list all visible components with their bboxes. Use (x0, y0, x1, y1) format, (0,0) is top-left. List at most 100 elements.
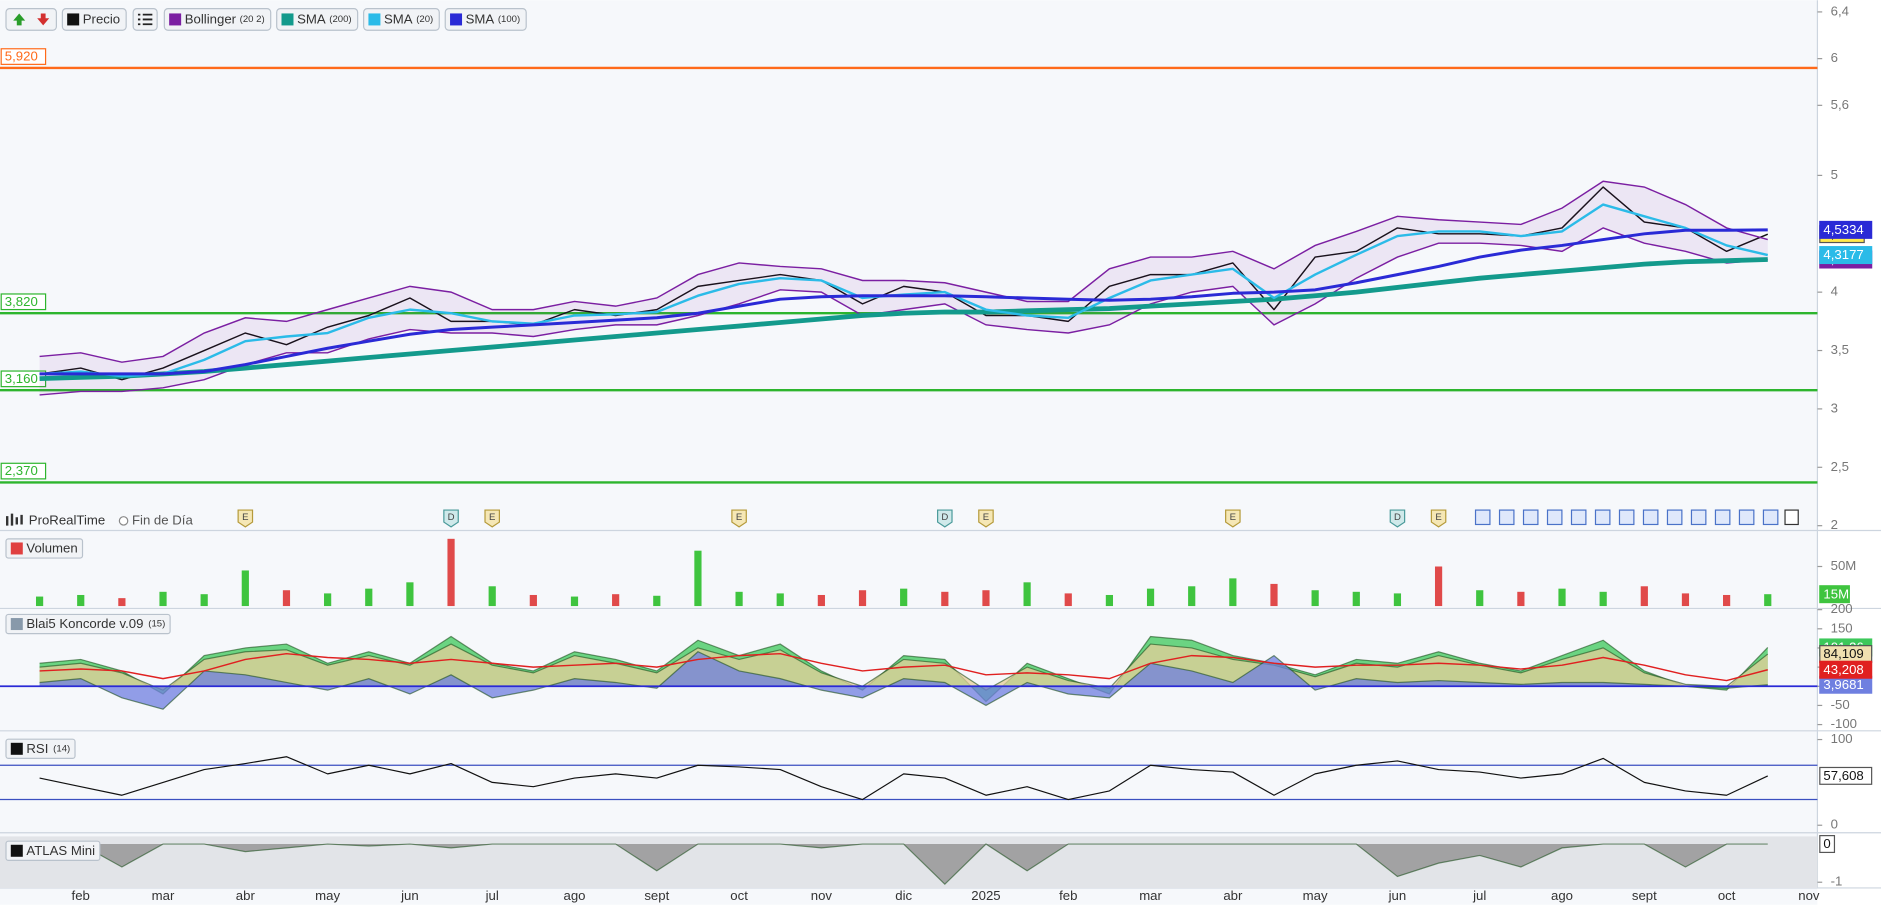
last-value-label: 0 (1823, 836, 1830, 851)
legend-item[interactable] (163, 8, 272, 31)
event-icon (1570, 509, 1587, 526)
volume-bar (1681, 593, 1690, 607)
x-tick-label: 2025 (971, 888, 1000, 903)
y-tick-label: -100 (1831, 716, 1857, 731)
volume-bar (735, 591, 743, 607)
x-tick-label: abr (236, 888, 256, 903)
last-value-label: 3,9681 (1823, 677, 1863, 692)
panel-title-icon (10, 618, 23, 631)
plot-background (0, 0, 1817, 905)
last-value-box (1819, 585, 1850, 604)
event-icon (1690, 509, 1707, 526)
horizontal-line-label: 3,820 (5, 294, 38, 309)
last-value-box (1819, 766, 1873, 785)
volume-bar (447, 538, 455, 607)
event-icon (1762, 509, 1779, 526)
x-tick-label: dic (895, 888, 912, 903)
legend-swatch (281, 13, 294, 26)
event-icon (1594, 509, 1611, 526)
y-tick-label: 5 (1831, 167, 1838, 182)
event-marker (1389, 509, 1406, 528)
y-tick-label: 100 (1831, 731, 1853, 746)
panel-title-icon (10, 742, 23, 755)
volume-bar (1517, 591, 1525, 607)
x-tick-label: nov (1798, 888, 1820, 903)
series-line (39, 228, 1768, 376)
last-value-box (1819, 246, 1873, 265)
volume-bar (1023, 582, 1031, 607)
volume-bar (241, 570, 249, 607)
legend-params: (200) (329, 14, 351, 25)
legend-item[interactable] (276, 8, 359, 31)
horizontal-line-label-box (0, 293, 47, 311)
series-line (39, 186, 1769, 381)
x-tick-label: mar (152, 888, 175, 903)
y-tick-label: 6,4 (1831, 3, 1849, 18)
volume-bar (941, 591, 949, 607)
volume-bar (118, 598, 126, 607)
event-marker (731, 509, 747, 528)
indicator-area-edge (39, 843, 1768, 885)
indicator-area-edge (39, 635, 1769, 703)
legend-name: SMA (297, 12, 326, 27)
y-tick-label: 6 (1831, 50, 1838, 65)
panel-title-box (5, 840, 101, 861)
volume-bar (1434, 566, 1443, 607)
toolbar-buttons[interactable] (5, 8, 158, 31)
y-tick-label: 3,5 (1831, 342, 1849, 357)
panel-title-icon (10, 542, 23, 555)
volume-bar (1640, 586, 1648, 607)
info-icon (1784, 509, 1799, 526)
event-marker (1225, 509, 1241, 528)
x-tick-label: abr (1223, 888, 1243, 903)
x-tick-label: jul (485, 888, 499, 903)
legend-swatch (450, 13, 463, 26)
indicator-area (39, 651, 1768, 710)
x-tick-label: oct (730, 888, 748, 903)
event-icon (1498, 509, 1515, 526)
horizontal-line-label: 3,160 (5, 371, 38, 386)
event-icon (1714, 509, 1731, 526)
volume-bar (570, 596, 579, 607)
last-value-box (1819, 835, 1836, 854)
event-label: D (1394, 512, 1401, 523)
event-icon (1474, 509, 1491, 526)
x-tick-label: jun (400, 888, 419, 903)
event-label: E (1230, 512, 1236, 523)
legend-name: Precio (83, 12, 120, 27)
event-label: E (489, 512, 495, 523)
volume-bar (35, 596, 44, 607)
volume-bar (1105, 594, 1114, 607)
volume-bar (1229, 578, 1237, 607)
last-value-label: 4,3177 (1823, 247, 1863, 262)
event-icon (1642, 509, 1659, 526)
volume-bar (282, 590, 291, 607)
legend-params: (20) (416, 14, 433, 25)
volume-bar (1723, 594, 1731, 607)
legend-params: (100) (498, 14, 520, 25)
arrow-button[interactable] (5, 8, 57, 31)
y-tick-label: 150 (1831, 620, 1853, 635)
y-tick-label: -1 (1831, 874, 1843, 889)
last-value-label: 43,208 (1823, 662, 1863, 677)
legend: Precio Bollinger (20 2) SMA (200) SMA (20) SMA(… (61, 8, 527, 31)
period-label: Fin de Día (132, 512, 194, 527)
event-icon (1666, 509, 1683, 526)
volume-bar (365, 588, 373, 607)
horizontal-line-label: 5,920 (5, 49, 38, 64)
legend-item[interactable] (444, 8, 527, 31)
x-tick-label: mar (1139, 888, 1162, 903)
panel-title-text: RSI (26, 741, 48, 756)
legend-item[interactable] (363, 8, 440, 31)
volume-bar (653, 595, 661, 607)
x-tick-label: ago (563, 888, 585, 903)
y-tick-label: 2,5 (1831, 459, 1849, 474)
x-tick-label: feb (72, 888, 90, 903)
y-tick-label: 2 (1831, 517, 1838, 532)
y-tick-label: 200 (1831, 601, 1853, 616)
last-value-box (1819, 660, 1873, 679)
panel-title: ATLAS Mini (5, 840, 101, 861)
